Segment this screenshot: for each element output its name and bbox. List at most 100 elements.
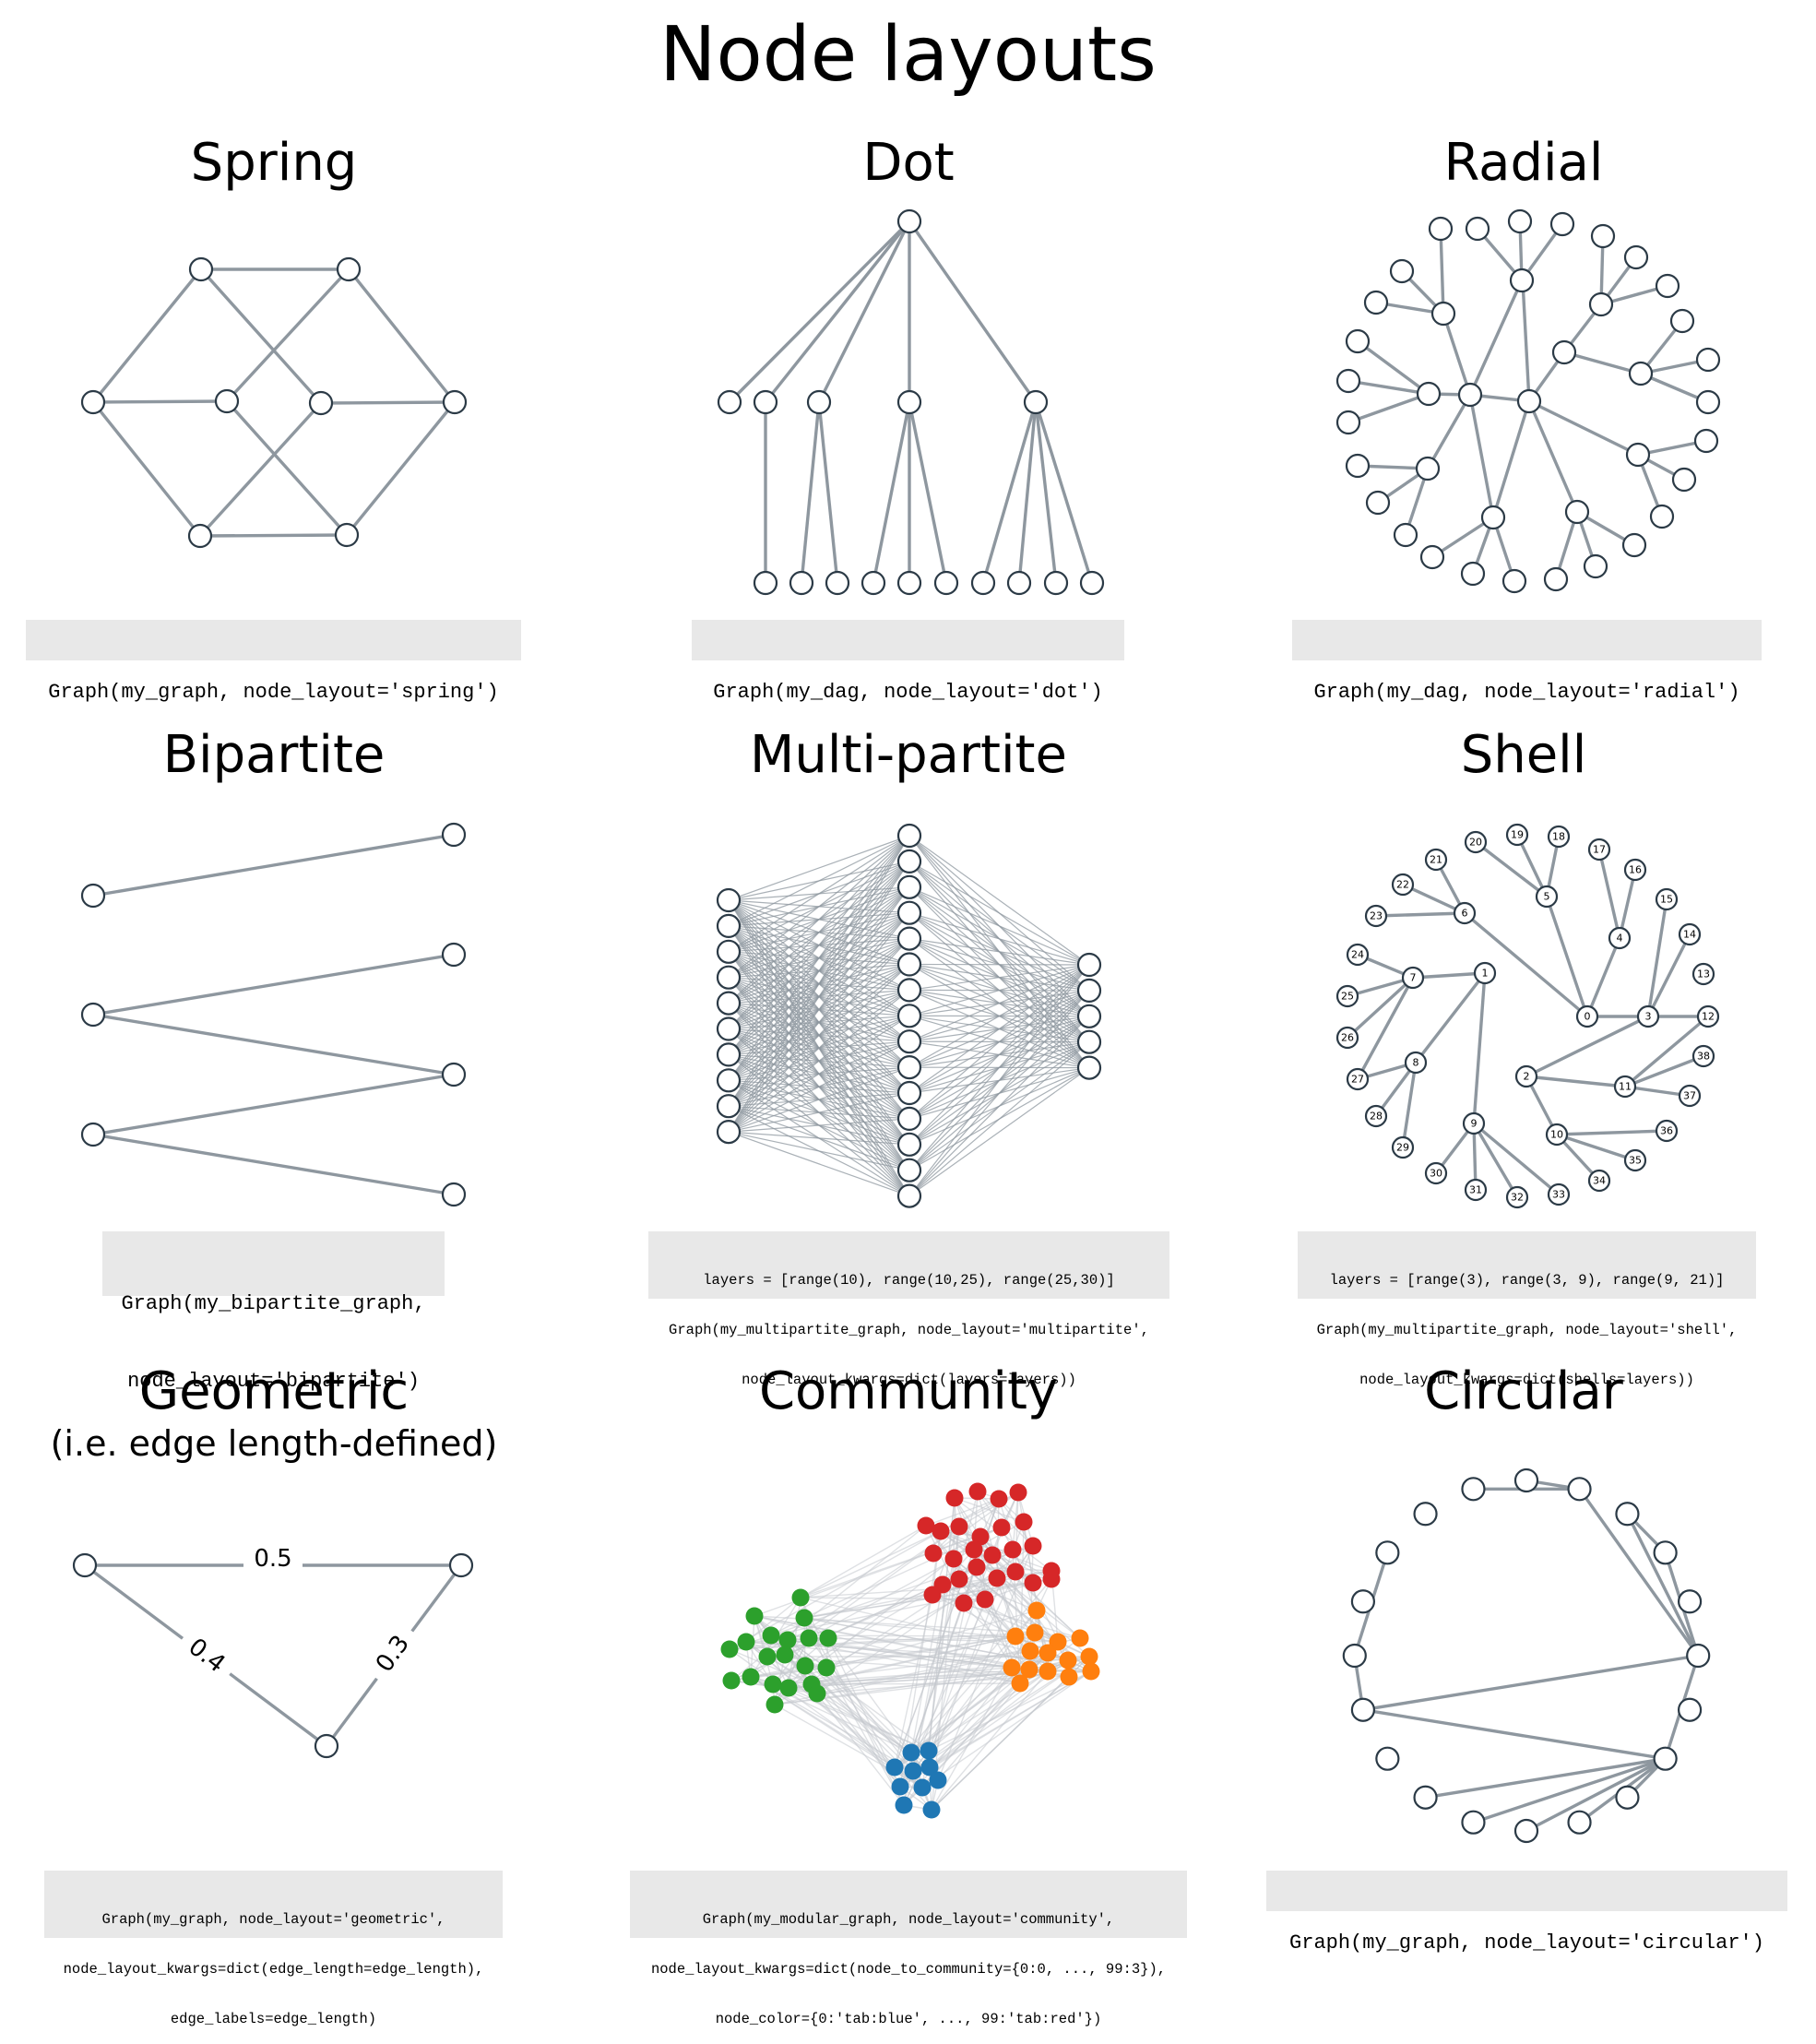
geometric-subtitle: (i.e. edge length-defined) xyxy=(50,1423,498,1464)
node xyxy=(970,570,996,596)
node xyxy=(1006,1563,1025,1581)
edge xyxy=(729,1648,813,1685)
multipartite-title: Multi-partite xyxy=(750,725,1067,785)
edge xyxy=(92,399,228,404)
shell-node xyxy=(1364,904,1388,928)
node xyxy=(896,874,922,899)
edge xyxy=(728,835,910,1029)
node xyxy=(1655,273,1680,299)
code-line: Graph(my_multipartite_graph, node_layout… xyxy=(669,1322,1149,1338)
node xyxy=(1003,1540,1022,1559)
node xyxy=(1653,1540,1678,1565)
node xyxy=(896,389,922,415)
edge xyxy=(825,1667,912,1753)
edge-label-bg xyxy=(362,1620,424,1688)
node xyxy=(945,1489,964,1507)
node xyxy=(1059,1651,1077,1670)
node xyxy=(1649,504,1675,529)
shell-node xyxy=(1655,887,1679,911)
edge xyxy=(347,267,457,404)
bipartite-graph xyxy=(80,822,467,1207)
edge xyxy=(908,401,948,584)
edge xyxy=(1468,394,1495,518)
node xyxy=(1509,267,1535,293)
node xyxy=(1335,410,1361,435)
edge xyxy=(908,964,1090,1042)
edge xyxy=(1356,339,1430,396)
shell-title: Shell xyxy=(1460,725,1587,785)
node xyxy=(808,1684,826,1703)
edge-label-bg xyxy=(243,1542,303,1575)
shell-node xyxy=(1364,1104,1388,1128)
edge xyxy=(1017,401,1038,584)
edge xyxy=(728,835,910,953)
node xyxy=(896,1158,922,1182)
node xyxy=(720,1640,739,1658)
edge xyxy=(921,1670,1092,1788)
shell-node-label: 24 xyxy=(1351,949,1364,961)
node xyxy=(896,208,922,234)
edge xyxy=(894,1766,932,1811)
node xyxy=(336,256,362,282)
shell-node-label: 27 xyxy=(1351,1074,1364,1086)
node xyxy=(896,926,922,951)
shell-node-label: 25 xyxy=(1341,991,1354,1003)
edge xyxy=(803,1582,1034,1619)
node xyxy=(968,1482,987,1501)
code-line: layers = [range(3), range(3, 9), range(9… xyxy=(1329,1272,1725,1289)
node xyxy=(1039,1662,1057,1681)
edge xyxy=(800,401,821,584)
edge xyxy=(770,1578,1052,1636)
shell-node-label: 4 xyxy=(1617,933,1623,945)
graph-drawings: 0123456789101112131415161718192021222324… xyxy=(72,208,1721,1844)
edge xyxy=(825,1577,998,1669)
edge xyxy=(872,401,911,584)
node xyxy=(716,913,742,939)
node xyxy=(817,1658,836,1677)
node xyxy=(1020,1660,1039,1679)
edge xyxy=(772,1683,930,1752)
edge xyxy=(1356,977,1415,1080)
node xyxy=(80,389,106,415)
node xyxy=(1460,561,1486,587)
node xyxy=(967,1558,986,1576)
edge xyxy=(894,1641,1059,1768)
node xyxy=(896,952,922,977)
edge xyxy=(1011,1610,1038,1669)
node xyxy=(778,1631,797,1649)
edge xyxy=(728,835,910,927)
edge xyxy=(1491,400,1531,518)
edge xyxy=(728,835,910,901)
shell-node xyxy=(1678,922,1702,946)
circular-title: Circular xyxy=(1424,1361,1623,1421)
node xyxy=(214,388,240,414)
node xyxy=(1628,361,1654,386)
edge xyxy=(1525,1075,1626,1088)
shell-node-label: 16 xyxy=(1629,864,1642,876)
node xyxy=(1625,442,1651,468)
shell-node xyxy=(1473,961,1497,985)
shell-node-label: 2 xyxy=(1524,1071,1530,1083)
edge xyxy=(1556,1133,1636,1162)
edge xyxy=(908,964,1090,1196)
node xyxy=(1011,1674,1029,1693)
edge xyxy=(320,400,456,405)
node xyxy=(1060,1668,1078,1686)
code-line: node_color={0:'tab:blue', ..., 99:'tab:r… xyxy=(715,2011,1102,2027)
node xyxy=(1076,1004,1102,1028)
edge xyxy=(817,220,911,403)
node xyxy=(764,1675,782,1693)
shell-node xyxy=(1535,885,1559,909)
edge xyxy=(728,835,910,979)
circular-code-box: Graph(my_graph, node_layout='circular') xyxy=(1266,1871,1787,1955)
edge xyxy=(1563,351,1642,375)
edge xyxy=(908,220,1038,403)
edge xyxy=(1412,971,1486,980)
node xyxy=(1549,211,1575,237)
node xyxy=(1015,1513,1033,1531)
edge xyxy=(908,1016,1090,1197)
node xyxy=(1003,1658,1021,1677)
node xyxy=(1021,1642,1039,1660)
node xyxy=(988,1569,1006,1587)
shell-node xyxy=(1464,830,1488,854)
